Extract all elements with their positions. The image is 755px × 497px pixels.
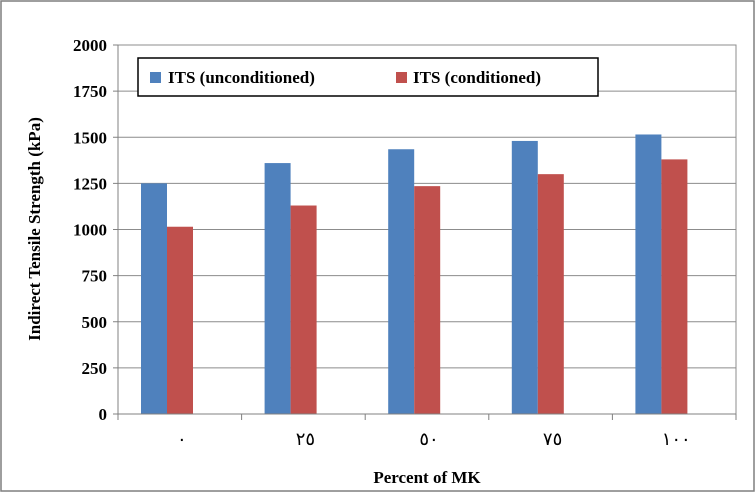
bar-conditioned-3	[537, 174, 564, 414]
y-tick-label: 500	[82, 313, 108, 332]
y-axis-ticks: 0 250 500 750 1000 1250 1500 1750 2000	[73, 36, 118, 424]
bar-conditioned-4	[661, 159, 688, 414]
bar-unconditioned-3	[511, 140, 538, 414]
bar-conditioned-0	[167, 226, 193, 414]
y-tick-label: 1750	[73, 82, 107, 101]
bar-unconditioned-2	[388, 149, 415, 414]
y-tick-label: 1000	[73, 221, 107, 240]
x-tick-label: ٠	[177, 429, 187, 449]
x-axis-title: Percent of MK	[373, 468, 481, 487]
y-tick-label: 0	[99, 405, 108, 424]
bar-unconditioned-0	[141, 183, 167, 414]
y-axis-title: Indirect Tensile Strength (kPa)	[25, 117, 44, 341]
legend: ITS (unconditioned) ITS (conditioned)	[137, 57, 599, 97]
legend-label-conditioned: ITS (conditioned)	[413, 68, 541, 87]
x-tick-label: ٧٥	[543, 429, 562, 449]
x-axis-ticks: ٠ ٢٥ ٥٠ ٧٥ ١٠٠	[117, 414, 737, 449]
legend-swatch-conditioned	[396, 72, 407, 83]
legend-label-unconditioned: ITS (unconditioned)	[168, 68, 315, 87]
bar-unconditioned-1	[264, 163, 291, 414]
legend-box	[137, 57, 599, 97]
y-tick-label: 2000	[73, 36, 107, 55]
x-tick-label: ٥٠	[419, 429, 438, 449]
bars	[141, 134, 688, 415]
bar-unconditioned-4	[635, 134, 662, 415]
bar-conditioned-1	[290, 205, 317, 414]
y-tick-label: 1250	[73, 174, 107, 193]
bar-conditioned-2	[414, 186, 441, 414]
x-tick-label: ٢٥	[296, 429, 315, 449]
y-tick-label: 750	[82, 267, 108, 286]
y-tick-label: 1500	[73, 128, 107, 147]
legend-swatch-unconditioned	[150, 72, 161, 83]
x-tick-label: ١٠٠	[662, 429, 691, 449]
y-tick-label: 250	[82, 359, 108, 378]
